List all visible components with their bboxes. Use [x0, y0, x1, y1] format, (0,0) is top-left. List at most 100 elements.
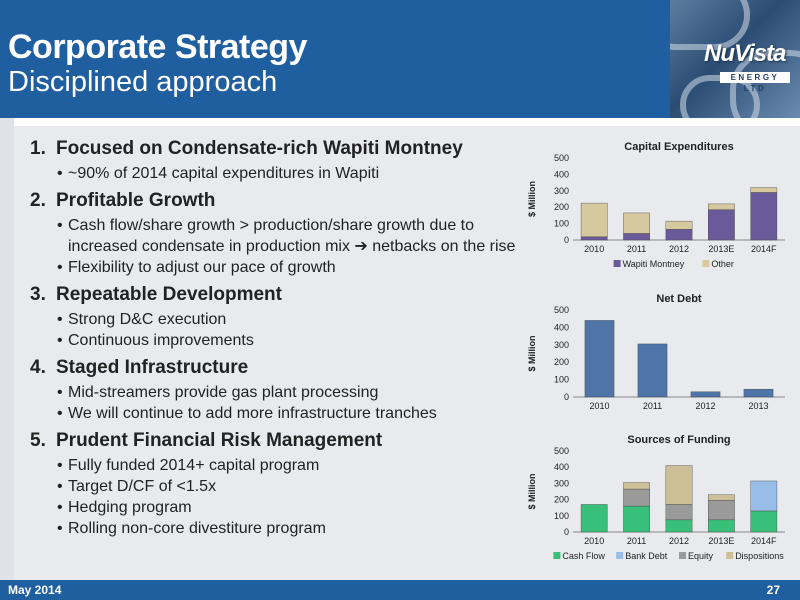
- footer-bar: May 2014 27: [0, 580, 800, 600]
- legend-label: Wapiti Montney: [623, 259, 685, 269]
- y-axis-label: $ Million: [527, 474, 537, 510]
- bar-segment: [708, 209, 735, 241]
- legend-swatch: [679, 552, 686, 559]
- strategy-heading-text: Repeatable Development: [56, 284, 282, 305]
- chart-title: Sources of Funding: [627, 434, 730, 446]
- bar-segment: [584, 320, 615, 398]
- y-axis-label: $ Million: [527, 336, 537, 372]
- strategy-heading: 3. Repeatable Development: [30, 284, 520, 306]
- strategy-heading: 1. Focused on Condensate-rich Wapiti Mont…: [30, 138, 520, 160]
- page-number: 27: [766, 583, 780, 597]
- y-tick-label: 100: [554, 375, 569, 385]
- content-edge: [0, 118, 14, 580]
- bar-segment: [750, 187, 778, 193]
- bar-segment: [708, 203, 735, 210]
- legend-label: Cash Flow: [562, 551, 605, 561]
- strategy-bullet: Cash flow/share growth > production/shar…: [30, 215, 520, 257]
- legend-label: Other: [711, 259, 734, 269]
- strategy-number: 5.: [30, 430, 46, 451]
- legend-swatch: [613, 260, 621, 267]
- strategy-item: 3. Repeatable Development Strong D&C execu…: [30, 284, 520, 351]
- y-tick-label: 0: [564, 527, 569, 537]
- y-tick-label: 100: [554, 219, 569, 229]
- bar-segment: [690, 391, 721, 398]
- strategy-heading-text: Profitable Growth: [56, 190, 216, 211]
- strategy-bullet: Fully funded 2014+ capital program: [30, 455, 520, 476]
- strategy-list: 1. Focused on Condensate-rich Wapiti Mont…: [30, 138, 520, 539]
- strategy-heading: 4. Staged Infrastructure: [30, 357, 520, 379]
- strategy-number: 3.: [30, 284, 46, 305]
- bar-segment: [665, 220, 693, 230]
- strategy-heading: 5. Prudent Financial Risk Management: [30, 430, 520, 452]
- y-tick-label: 400: [554, 462, 569, 472]
- bar-segment: [750, 510, 778, 533]
- bar-segment: [580, 504, 608, 533]
- strategy-bullet: Hedging program: [30, 497, 520, 518]
- strategy-number: 4.: [30, 357, 46, 378]
- capex-chart: Capital Expenditures $ Million 0 100 200 300 4…: [527, 141, 785, 269]
- strategy-bullet: We will continue to add more infrastruct…: [30, 403, 520, 424]
- x-tick-label: 2011: [627, 536, 646, 546]
- net-debt-chart: Net Debt $ Million 0 100 200 300 400 500 2010 201…: [527, 293, 785, 411]
- y-tick-label: 100: [554, 511, 569, 521]
- y-tick-label: 200: [554, 495, 569, 505]
- bar-segment: [665, 229, 693, 241]
- bar-segment: [623, 482, 650, 490]
- x-tick-label: 2014F: [751, 244, 777, 254]
- bar-segment: [750, 192, 778, 241]
- bar-segment: [580, 202, 608, 237]
- x-tick-label: 2012: [669, 536, 689, 546]
- strategy-number: 1.: [30, 138, 46, 159]
- company-logo: NuVista ENERGY LTD: [670, 0, 800, 118]
- y-axis-label: $ Million: [527, 181, 537, 217]
- page-title: Corporate Strategy: [8, 28, 307, 66]
- y-tick-label: 400: [554, 322, 569, 332]
- strategy-heading-text: Focused on Condensate-rich Wapiti Montne…: [56, 138, 463, 159]
- y-tick-label: 500: [554, 446, 569, 456]
- legend-swatch: [616, 552, 624, 559]
- legend-label: Bank Debt: [625, 551, 668, 561]
- y-tick-label: 500: [554, 305, 569, 315]
- strategy-heading-text: Prudent Financial Risk Management: [56, 430, 383, 451]
- legend-swatch: [553, 552, 561, 559]
- bar-segment: [708, 494, 735, 501]
- x-tick-label: 2010: [584, 536, 604, 546]
- logo-tagline: ENERGY LTD: [720, 72, 790, 93]
- legend-label: Equity: [688, 551, 714, 561]
- bar-segment: [623, 488, 650, 507]
- funding-chart: Sources of Funding $ Million 0 100 200 300 400…: [527, 434, 785, 561]
- page-subtitle: Disciplined approach: [8, 66, 278, 98]
- chart-title: Capital Expenditures: [624, 141, 733, 153]
- header-bar: [0, 0, 800, 118]
- chart-title: Net Debt: [656, 293, 702, 305]
- x-tick-label: 2013: [748, 401, 768, 411]
- bar-segment: [708, 500, 735, 521]
- logo-wordmark: NuVista: [704, 40, 786, 67]
- bar-segment: [750, 480, 778, 512]
- x-tick-label: 2011: [627, 244, 646, 254]
- strategy-item: 1. Focused on Condensate-rich Wapiti Mont…: [30, 138, 520, 184]
- y-tick-label: 200: [554, 202, 569, 212]
- strategy-bullet: Mid-streamers provide gas plant processi…: [30, 382, 520, 403]
- y-tick-label: 0: [564, 392, 569, 402]
- x-tick-label: 2012: [695, 401, 715, 411]
- strategy-item: 2. Profitable Growth Cash flow/share growt…: [30, 190, 520, 278]
- bar-segment: [623, 505, 650, 533]
- x-tick-label: 2014F: [751, 536, 777, 546]
- y-tick-label: 300: [554, 186, 569, 196]
- legend-swatch: [726, 552, 734, 559]
- bar-segment: [665, 504, 693, 521]
- bar-segment: [665, 465, 693, 505]
- bar-segment: [665, 519, 693, 533]
- strategy-bullet: Rolling non-core divestiture program: [30, 518, 520, 539]
- x-tick-label: 2010: [584, 244, 604, 254]
- strategy-bullet: Strong D&C execution: [30, 309, 520, 330]
- x-tick-label: 2010: [589, 401, 609, 411]
- legend-label: Dispositions: [735, 551, 784, 561]
- bar-segment: [623, 212, 650, 234]
- strategy-item: 5. Prudent Financial Risk Management Fully…: [30, 430, 520, 539]
- legend-swatch: [702, 260, 710, 267]
- footer-date: May 2014: [8, 583, 62, 597]
- y-tick-label: 0: [564, 235, 569, 245]
- pipe-graphic: [670, 0, 750, 50]
